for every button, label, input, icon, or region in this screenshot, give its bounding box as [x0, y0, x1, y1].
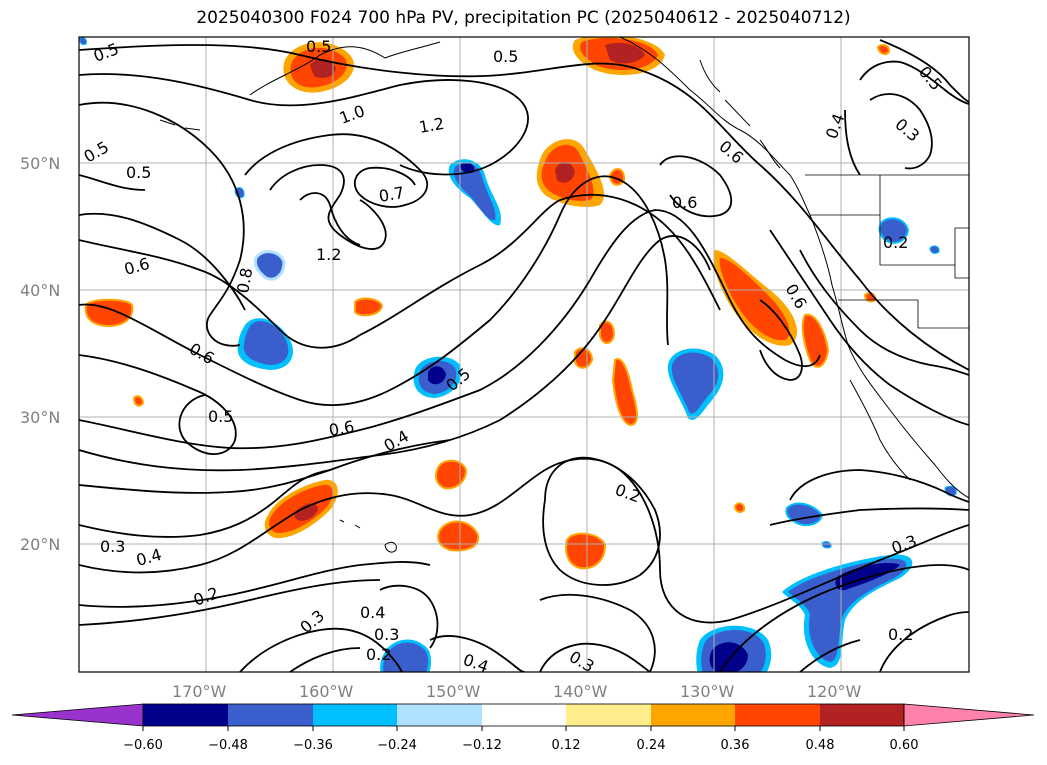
colorbar-tick-label: 0.60 [890, 738, 919, 753]
colorbar-segment [903, 703, 1035, 727]
contour-label: 0.7 [377, 183, 405, 206]
lat-label: 30°N [20, 408, 60, 427]
precip-blob-20n-141w [565, 532, 607, 570]
coastlines [159, 37, 969, 553]
contour-label: 0.4 [360, 603, 385, 622]
precip-blob-39n-173w [84, 298, 134, 328]
colorbar-frame [142, 703, 905, 727]
map-title: 2025040300 F024 700 hPa PV, precipitatio… [196, 8, 851, 28]
map-frame [78, 36, 970, 673]
precip-blob-36n-164w [237, 318, 294, 370]
precip-blob-small-se [733, 502, 746, 514]
latitude-labels: 50°N 40°N 30°N 20°N [20, 154, 60, 554]
colorbar-segment [482, 704, 566, 726]
colorbar-tick-marks [142, 726, 905, 731]
precip-blob-12n-155w [380, 639, 432, 672]
contour-label: 0.6 [327, 417, 355, 440]
precip-blob-49n-152w [448, 159, 502, 226]
contour-label: 0.3 [374, 625, 399, 644]
precip-blob-ne-small [876, 43, 891, 56]
contour-label: 1.2 [316, 245, 341, 264]
contour-label: 0.5 [126, 163, 151, 182]
lon-label: 130°W [680, 682, 735, 701]
contour-label: 0.6 [672, 193, 697, 212]
contour-label: 0.8 [233, 266, 256, 294]
precip-blob-33n-131w [667, 348, 724, 420]
colorbar: −0.60 −0.48 −0.36 −0.24 −0.12 0.12 0.24 … [11, 703, 1035, 753]
precip-blob-31n-174w [132, 395, 145, 407]
precip-negative-areas [79, 37, 957, 672]
colorbar-tick-label: −0.36 [293, 738, 333, 753]
contour-label: 0.5 [208, 407, 233, 426]
colorbar-tick-label: 0.24 [637, 738, 666, 753]
lon-label: 120°W [807, 682, 862, 701]
precip-blob-small-nw [79, 37, 87, 46]
precip-blob-small-43n [929, 245, 940, 254]
lat-label: 40°N [20, 281, 60, 300]
colorbar-segment [735, 704, 820, 726]
contour-label: 0.5 [493, 47, 518, 66]
precip-blob-21n-150w [437, 520, 480, 552]
colorbar-segment [228, 704, 313, 726]
lon-label: 160°W [299, 682, 354, 701]
lat-label: 20°N [20, 535, 60, 554]
contour-label: 1.2 [417, 114, 445, 137]
precip-blob-small-se3 [821, 541, 832, 549]
precip-blob-35n-141w [574, 347, 594, 369]
colorbar-tick-label: 0.48 [806, 738, 835, 753]
colorbar-tick-label: −0.12 [462, 738, 502, 753]
colorbar-tick-label: −0.48 [208, 738, 248, 753]
longitude-labels: 170°W 160°W 150°W 140°W 130°W 120°W [172, 682, 862, 701]
colorbar-tick-label: −0.60 [123, 738, 163, 753]
colorbar-tick-label: 0.12 [552, 738, 581, 753]
precip-blob-38n-125w [713, 250, 798, 346]
colorbar-segment [143, 704, 228, 726]
colorbar-segment [651, 704, 735, 726]
colorbar-segment [397, 704, 482, 726]
pv-contours [79, 39, 969, 672]
precip-blob-33n-150w [413, 356, 462, 398]
precip-blob-37n-139w [599, 320, 616, 344]
colorbar-tick-label: −0.24 [377, 738, 417, 753]
colorbar-segment [566, 704, 651, 726]
colorbar-segment [313, 704, 397, 726]
contour-label: 0.4 [461, 650, 491, 677]
precip-blob-coast-36n [801, 313, 830, 368]
political-borders [805, 174, 969, 329]
lat-label: 50°N [20, 154, 60, 173]
colorbar-segment [11, 703, 144, 727]
colorbar-segment [820, 704, 904, 726]
contour-label: 0.2 [366, 645, 391, 664]
lon-label: 150°W [426, 682, 481, 701]
lon-label: 140°W [553, 682, 608, 701]
contour-label: 0.3 [100, 537, 125, 556]
graticule [79, 37, 969, 672]
colorbar-tick-label: 0.36 [721, 738, 750, 753]
precip-blob-38n-158w [354, 297, 384, 317]
contour-label: 0.2 [888, 625, 913, 644]
lon-label: 170°W [172, 682, 227, 701]
contour-label: 0.2 [883, 233, 908, 252]
precip-blob-42n-165w [254, 250, 286, 281]
contour-label: 0.5 [306, 37, 331, 56]
